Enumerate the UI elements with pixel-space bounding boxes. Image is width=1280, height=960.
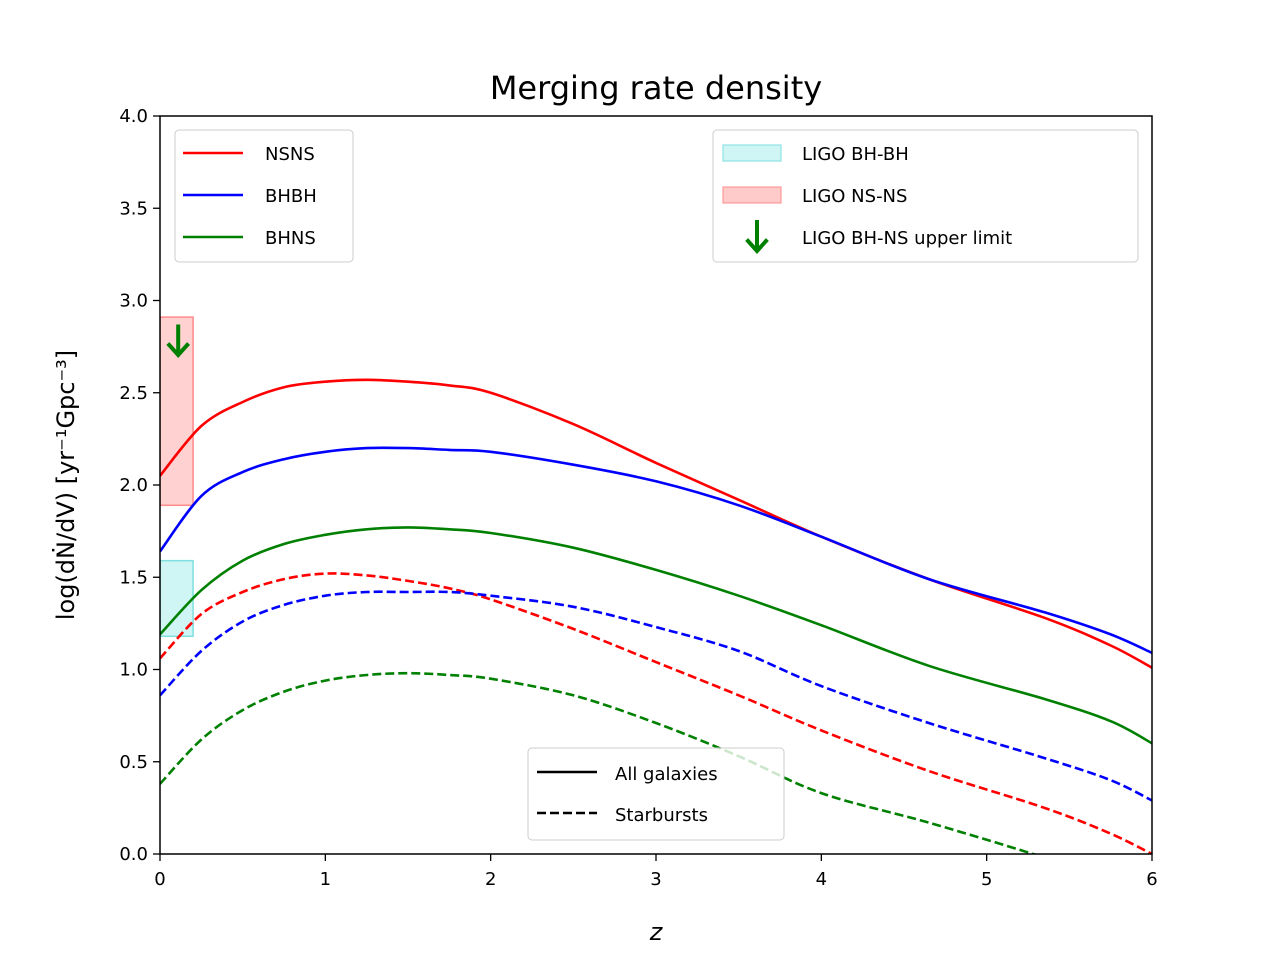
x-tick-label-2: 2	[485, 869, 496, 890]
legend-series: NSNS BHBH BHNS	[174, 129, 354, 263]
legend-label-ligo-bhbh: LIGO BH-BH	[802, 144, 909, 165]
y-axis: 0.0 0.5 1.0 1.5 2.0 2.5 3.0 3.5 4.0	[119, 106, 160, 865]
series-nsns-all-galaxies	[160, 378, 1152, 669]
series-bhns-all-galaxies	[160, 526, 1152, 745]
x-axis-label: z	[649, 918, 664, 946]
y-tick-label-8: 4.0	[119, 106, 148, 127]
x-tick-label-6: 6	[1146, 869, 1157, 890]
series-nsns-starbursts	[160, 572, 1152, 854]
x-tick-label-0: 0	[154, 869, 165, 890]
series-bhns-starbursts	[160, 671, 1038, 854]
y-tick-label-3: 1.5	[119, 567, 148, 588]
legend-label-ligo-nsns: LIGO NS-NS	[802, 186, 907, 207]
legend-label-all-galaxies: All galaxies	[615, 764, 718, 785]
series-bhbh-all-galaxies	[160, 446, 1152, 655]
legend-label-bhns: BHNS	[265, 228, 316, 249]
legend-arrow-icon	[745, 220, 769, 254]
legend-style: All galaxies Starbursts	[527, 747, 785, 841]
legend-patch-ligo-nsns	[722, 186, 782, 204]
y-tick-label-2: 1.0	[119, 660, 148, 681]
legend-label-bhbh: BHBH	[265, 186, 317, 207]
legend-label-nsns: NSNS	[265, 144, 315, 165]
y-tick-label-0: 0.0	[119, 844, 148, 865]
legend-patch-ligo-bhbh	[722, 144, 782, 162]
x-tick-label-4: 4	[816, 869, 827, 890]
legend-label-starbursts: Starbursts	[615, 805, 708, 826]
x-axis: 0 1 2 3 4 5 6	[154, 854, 1158, 890]
x-tick-label-5: 5	[981, 869, 992, 890]
plot-area	[160, 316, 1152, 854]
marker-ligo-bh-ns-upper-limit-icon	[166, 324, 191, 358]
y-tick-label-4: 2.0	[119, 475, 148, 496]
legend-label-ligo-bhns: LIGO BH-NS upper limit	[802, 228, 1012, 249]
chart-title: Merging rate density	[490, 69, 822, 107]
y-tick-label-6: 3.0	[119, 291, 148, 312]
y-axis-label: log(dṄ/dV) [yr⁻¹Gpc⁻³]	[51, 350, 80, 620]
legend-series-frame	[174, 129, 354, 263]
x-tick-label-3: 3	[650, 869, 661, 890]
legend-style-frame	[527, 747, 785, 841]
y-tick-label-5: 2.5	[119, 383, 148, 404]
series-bhbh-starbursts	[160, 590, 1152, 802]
legend-ligo: LIGO BH-BH LIGO NS-NS LIGO BH-NS upper l…	[712, 129, 1139, 263]
legend-ligo-frame	[712, 129, 1139, 263]
y-tick-label-7: 3.5	[119, 198, 148, 219]
y-tick-label-1: 0.5	[119, 752, 148, 773]
x-tick-label-1: 1	[320, 869, 331, 890]
